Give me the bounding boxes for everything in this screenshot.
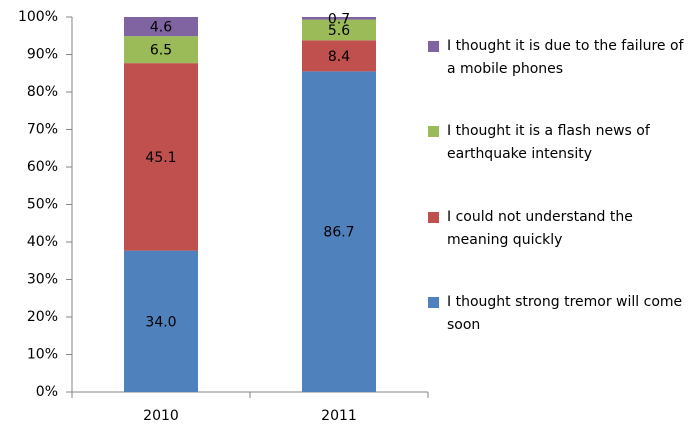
bar-segment: [302, 71, 376, 393]
legend-swatch: [428, 41, 439, 52]
y-tick-label: 10%: [27, 347, 58, 363]
y-tick-label: 100%: [18, 9, 58, 25]
legend-item: I thought it is due to the failure of a …: [428, 35, 686, 81]
data-label: 8.4: [328, 49, 350, 65]
legend-label: I thought it is a flash news of earthqua…: [447, 123, 650, 162]
data-label: 6.5: [150, 43, 172, 59]
data-label: 45.1: [145, 150, 176, 166]
y-tick-label: 90%: [27, 47, 58, 63]
x-tick-label: 2011: [321, 408, 357, 424]
data-label: 86.7: [323, 225, 354, 241]
legend-swatch: [428, 126, 439, 137]
y-tick-label: 40%: [27, 234, 58, 250]
legend-label: I thought strong tremor will come soon: [447, 294, 683, 333]
bar-segment: [124, 250, 198, 392]
bar-segment: [302, 17, 376, 20]
legend-item: I thought strong tremor will come soon: [428, 291, 686, 337]
legend-swatch: [428, 297, 439, 308]
legend-label: I thought it is due to the failure of a …: [447, 38, 684, 77]
legend-item: I thought it is a flash news of earthqua…: [428, 120, 686, 166]
y-tick-label: 30%: [27, 272, 58, 288]
data-label: 0.7: [328, 11, 350, 27]
data-label: 34.0: [145, 314, 176, 330]
y-tick-label: 80%: [27, 84, 58, 100]
bar-segment: [124, 63, 198, 251]
y-tick-label: 0%: [36, 384, 58, 400]
legend-swatch: [428, 212, 439, 223]
x-tick-label: 2010: [143, 408, 179, 424]
bar-segment: [124, 17, 198, 37]
legend-item: I could not understand the meaning quick…: [428, 206, 686, 252]
data-label: 4.6: [150, 20, 172, 36]
y-tick-label: 20%: [27, 309, 58, 325]
bar-segment: [302, 40, 376, 72]
bar-segment: [302, 19, 376, 41]
bar-segment: [124, 36, 198, 64]
data-label: 5.6: [328, 23, 350, 39]
legend-label: I could not understand the meaning quick…: [447, 209, 633, 248]
y-tick-label: 70%: [27, 122, 58, 138]
y-tick-label: 50%: [27, 197, 58, 213]
y-tick-label: 60%: [27, 159, 58, 175]
